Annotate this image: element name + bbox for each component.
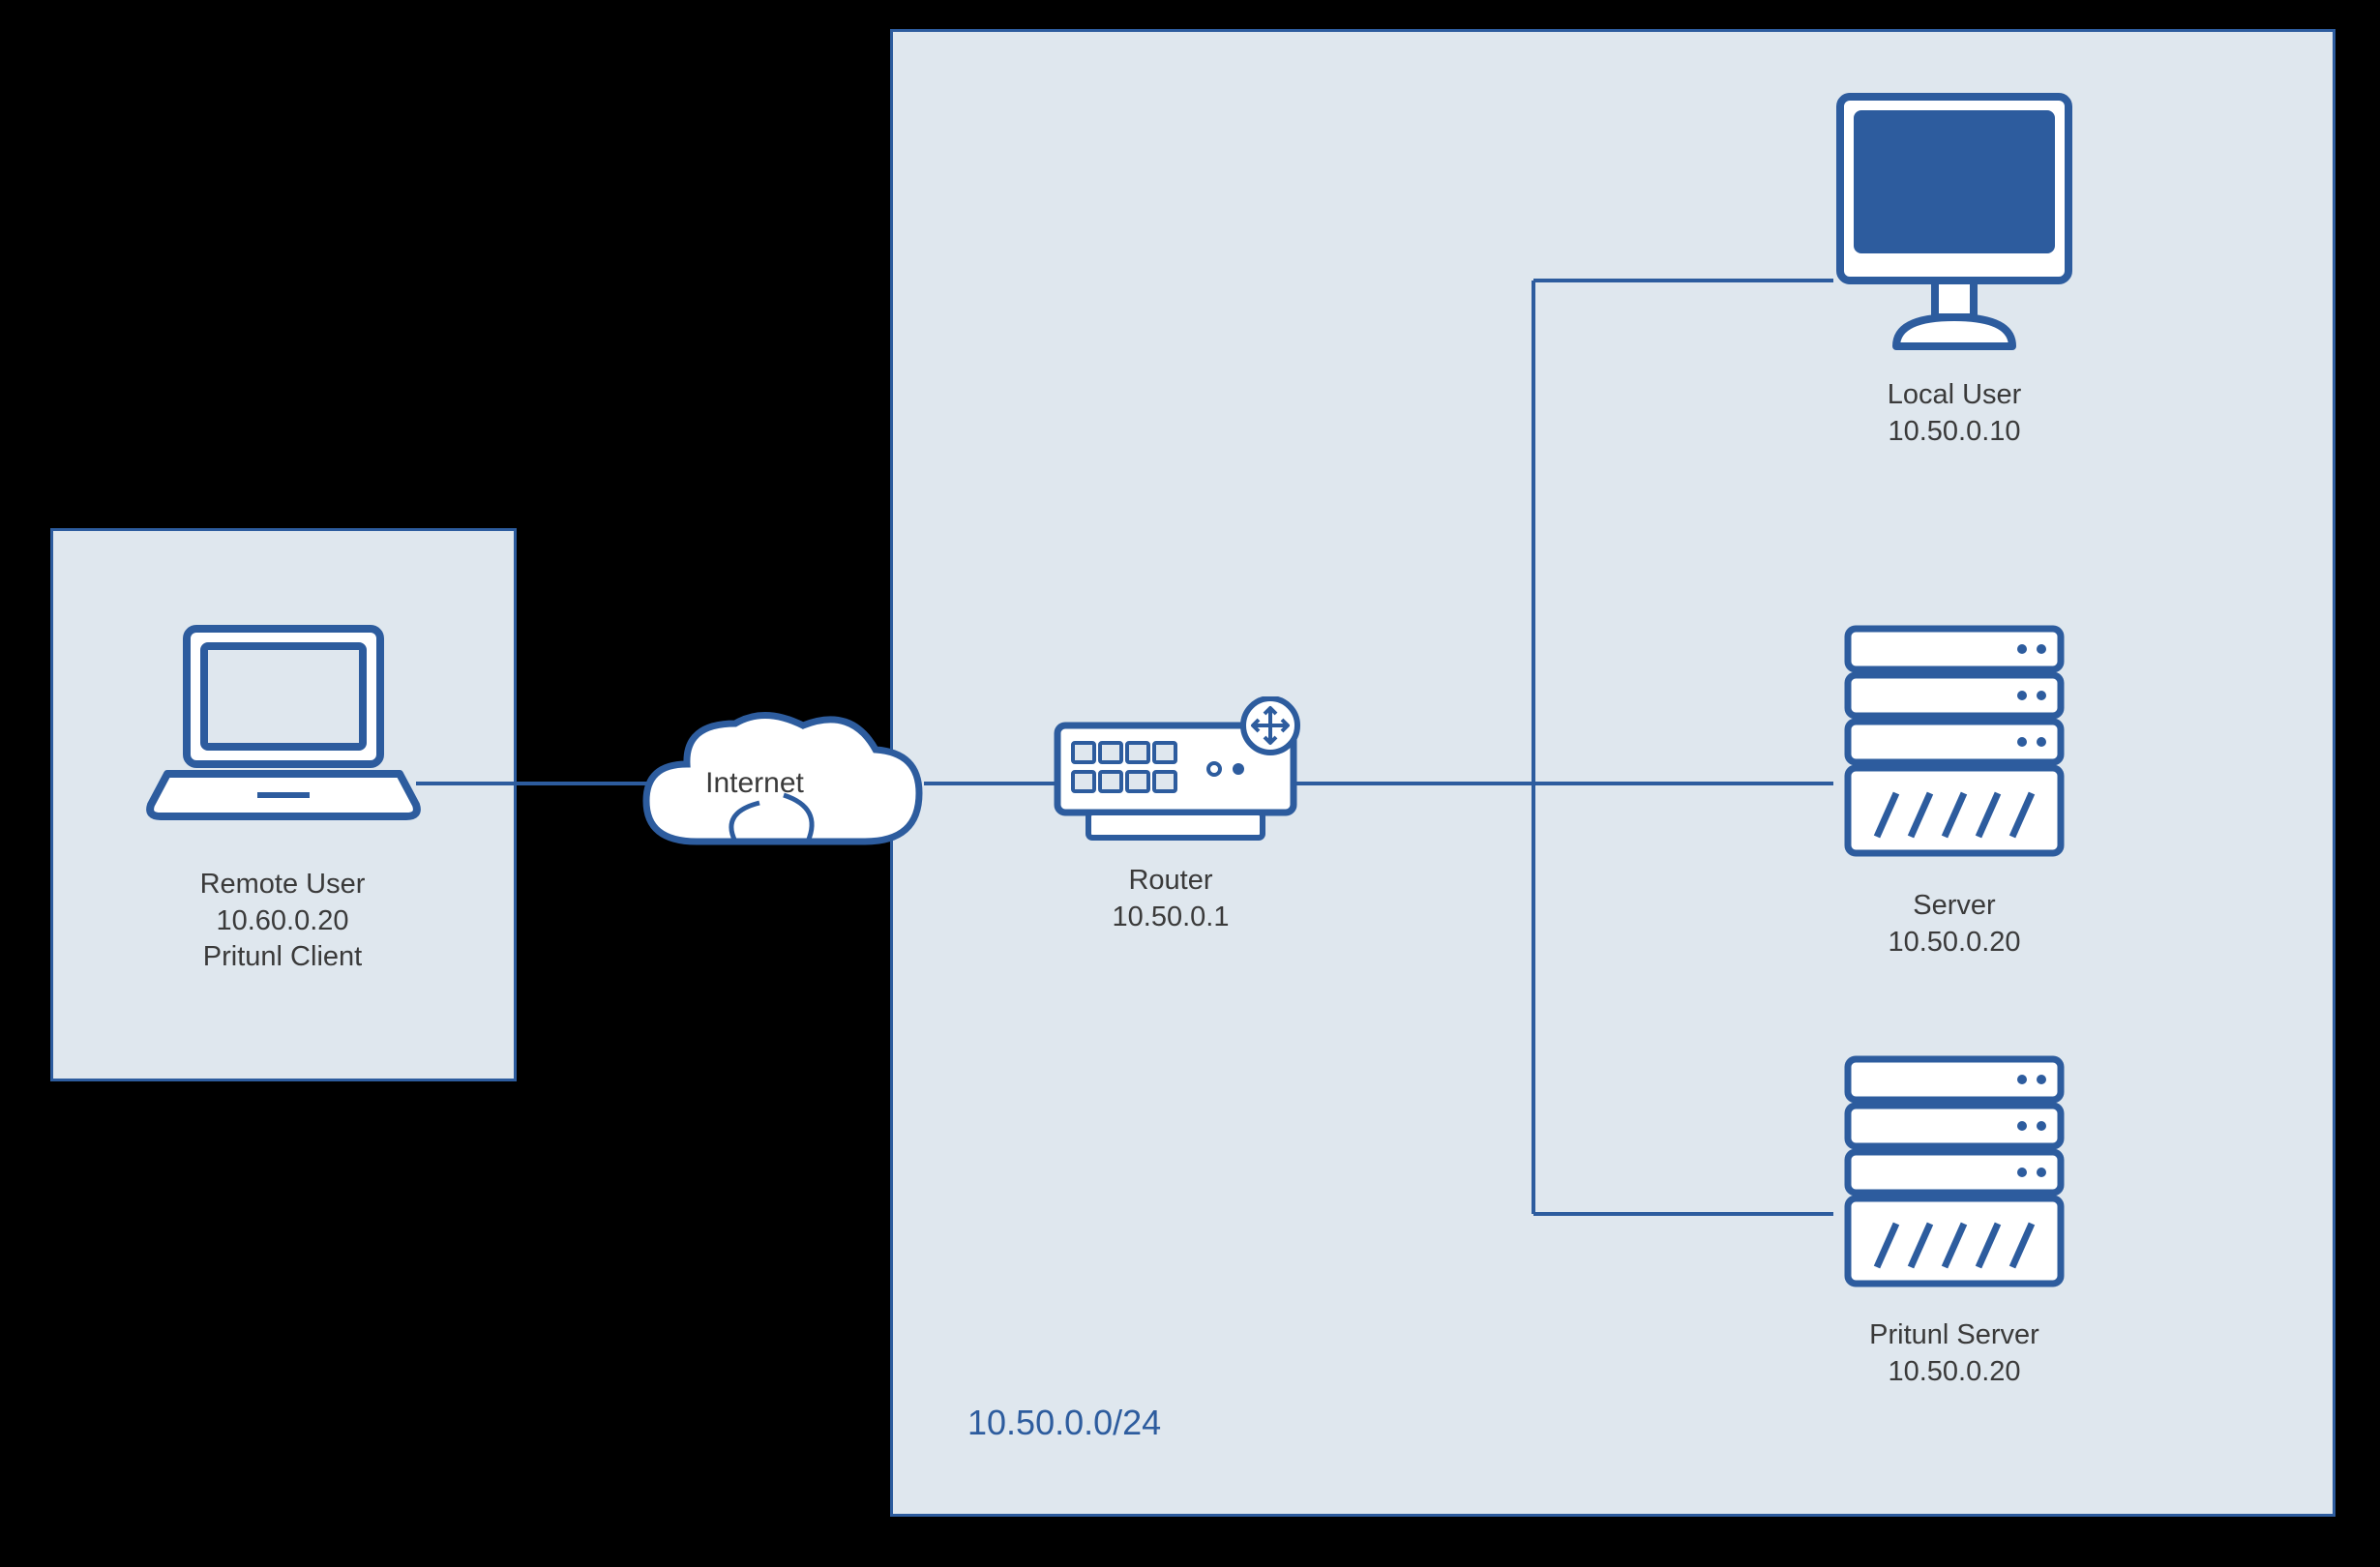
desktop-icon bbox=[1829, 87, 2080, 358]
laptop-icon bbox=[143, 619, 424, 832]
local-user-ip: 10.50.0.10 bbox=[1809, 414, 2099, 451]
pritunl-server-name: Pritunl Server bbox=[1809, 1317, 2099, 1354]
server-name: Server bbox=[1809, 888, 2099, 925]
router-icon bbox=[1050, 696, 1301, 851]
pritunl-server-label: Pritunl Server 10.50.0.20 bbox=[1809, 1317, 2099, 1390]
internet-text: Internet bbox=[705, 767, 804, 799]
pritunl-server-ip: 10.50.0.20 bbox=[1809, 1354, 2099, 1391]
remote-user-role: Pritunl Client bbox=[89, 939, 476, 976]
subnet-label: 10.50.0.0/24 bbox=[967, 1401, 1354, 1446]
remote-user-ip: 10.60.0.20 bbox=[89, 903, 476, 940]
pritunl-server-icon bbox=[1829, 1050, 2080, 1301]
diagram-canvas: Remote User 10.60.0.20 Pritunl Client In… bbox=[0, 0, 2380, 1567]
router-ip: 10.50.0.1 bbox=[1026, 900, 1316, 936]
server-icon bbox=[1829, 619, 2080, 871]
local-user-label: Local User 10.50.0.10 bbox=[1809, 377, 2099, 450]
subnet-text: 10.50.0.0/24 bbox=[967, 1403, 1161, 1442]
internet-label: Internet bbox=[687, 764, 822, 802]
router-name: Router bbox=[1026, 863, 1316, 900]
server-ip: 10.50.0.20 bbox=[1809, 925, 2099, 961]
remote-user-label: Remote User 10.60.0.20 Pritunl Client bbox=[89, 867, 476, 976]
remote-user-name: Remote User bbox=[89, 867, 476, 903]
server-label: Server 10.50.0.20 bbox=[1809, 888, 2099, 961]
local-user-name: Local User bbox=[1809, 377, 2099, 414]
router-label: Router 10.50.0.1 bbox=[1026, 863, 1316, 935]
